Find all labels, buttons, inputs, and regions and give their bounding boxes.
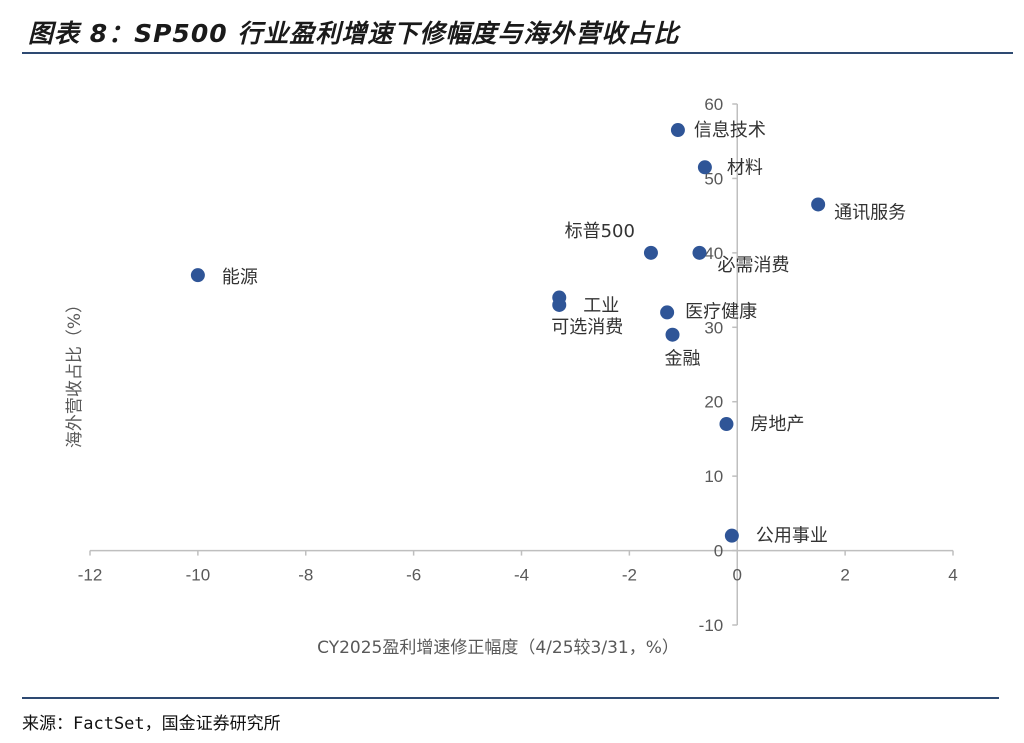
y-tick-labels: -10 0 10 20 30 40 50 60 — [699, 95, 724, 635]
data-point — [719, 417, 734, 432]
y-tick-label: 20 — [704, 393, 723, 412]
y-tick-label: 30 — [704, 318, 723, 337]
data-point — [811, 197, 826, 212]
x-tick-label: -10 — [186, 566, 211, 585]
point-label: 必需消费 — [717, 255, 789, 276]
data-point — [692, 245, 707, 260]
chart-title: 图表 8：SP500 行业盈利增速下修幅度与海外营收占比 — [28, 19, 680, 48]
x-tick-label: 2 — [840, 566, 849, 585]
data-point — [724, 528, 739, 543]
x-tick-label: -8 — [298, 566, 313, 585]
y-tick-label: 60 — [704, 95, 723, 114]
point-label: 医疗健康 — [685, 301, 757, 322]
data-point — [552, 297, 567, 312]
point-label: 通讯服务 — [834, 202, 906, 223]
point-label: 金融 — [665, 349, 701, 370]
point-label: 材料 — [727, 157, 763, 178]
point-label: 能源 — [222, 267, 258, 288]
y-axis-label: 海外营收占比（%） — [65, 296, 85, 448]
x-tick-label: -12 — [78, 566, 103, 585]
y-tick-label: 40 — [704, 244, 723, 263]
data-point — [697, 160, 712, 175]
y-tick-label: 0 — [714, 542, 723, 561]
point-label: 工业 — [583, 296, 619, 317]
data-point — [665, 327, 680, 342]
data-points — [190, 123, 826, 543]
x-tick-label: -2 — [622, 566, 637, 585]
x-tick-label: 4 — [948, 566, 957, 585]
data-point — [670, 123, 685, 138]
source-note: 来源：FactSet，国金证券研究所 — [22, 714, 281, 734]
point-label: 可选消费 — [551, 317, 623, 338]
point-label: 信息技术 — [694, 120, 766, 141]
x-tick-label: -6 — [406, 566, 421, 585]
x-axis-label: CY2025盈利增速修正幅度（4/25较3/31，%） — [317, 638, 679, 658]
data-point — [643, 245, 658, 260]
point-label: 标普500 — [565, 221, 635, 242]
y-tick-label: 10 — [704, 467, 723, 486]
footer-divider — [22, 697, 999, 699]
point-label: 公用事业 — [756, 526, 828, 547]
y-tick-label: 50 — [704, 169, 723, 188]
title-divider — [22, 52, 1013, 54]
x-tick-label: -4 — [514, 566, 529, 585]
point-label: 房地产 — [750, 414, 804, 435]
x-tick-labels: -12 -10 -8 -6 -4 -2 0 2 4 — [78, 566, 958, 585]
data-point — [190, 268, 205, 283]
y-tick-label: -10 — [699, 616, 724, 635]
axes — [89, 103, 954, 626]
x-tick-label: 0 — [733, 566, 742, 585]
data-point — [660, 305, 675, 320]
